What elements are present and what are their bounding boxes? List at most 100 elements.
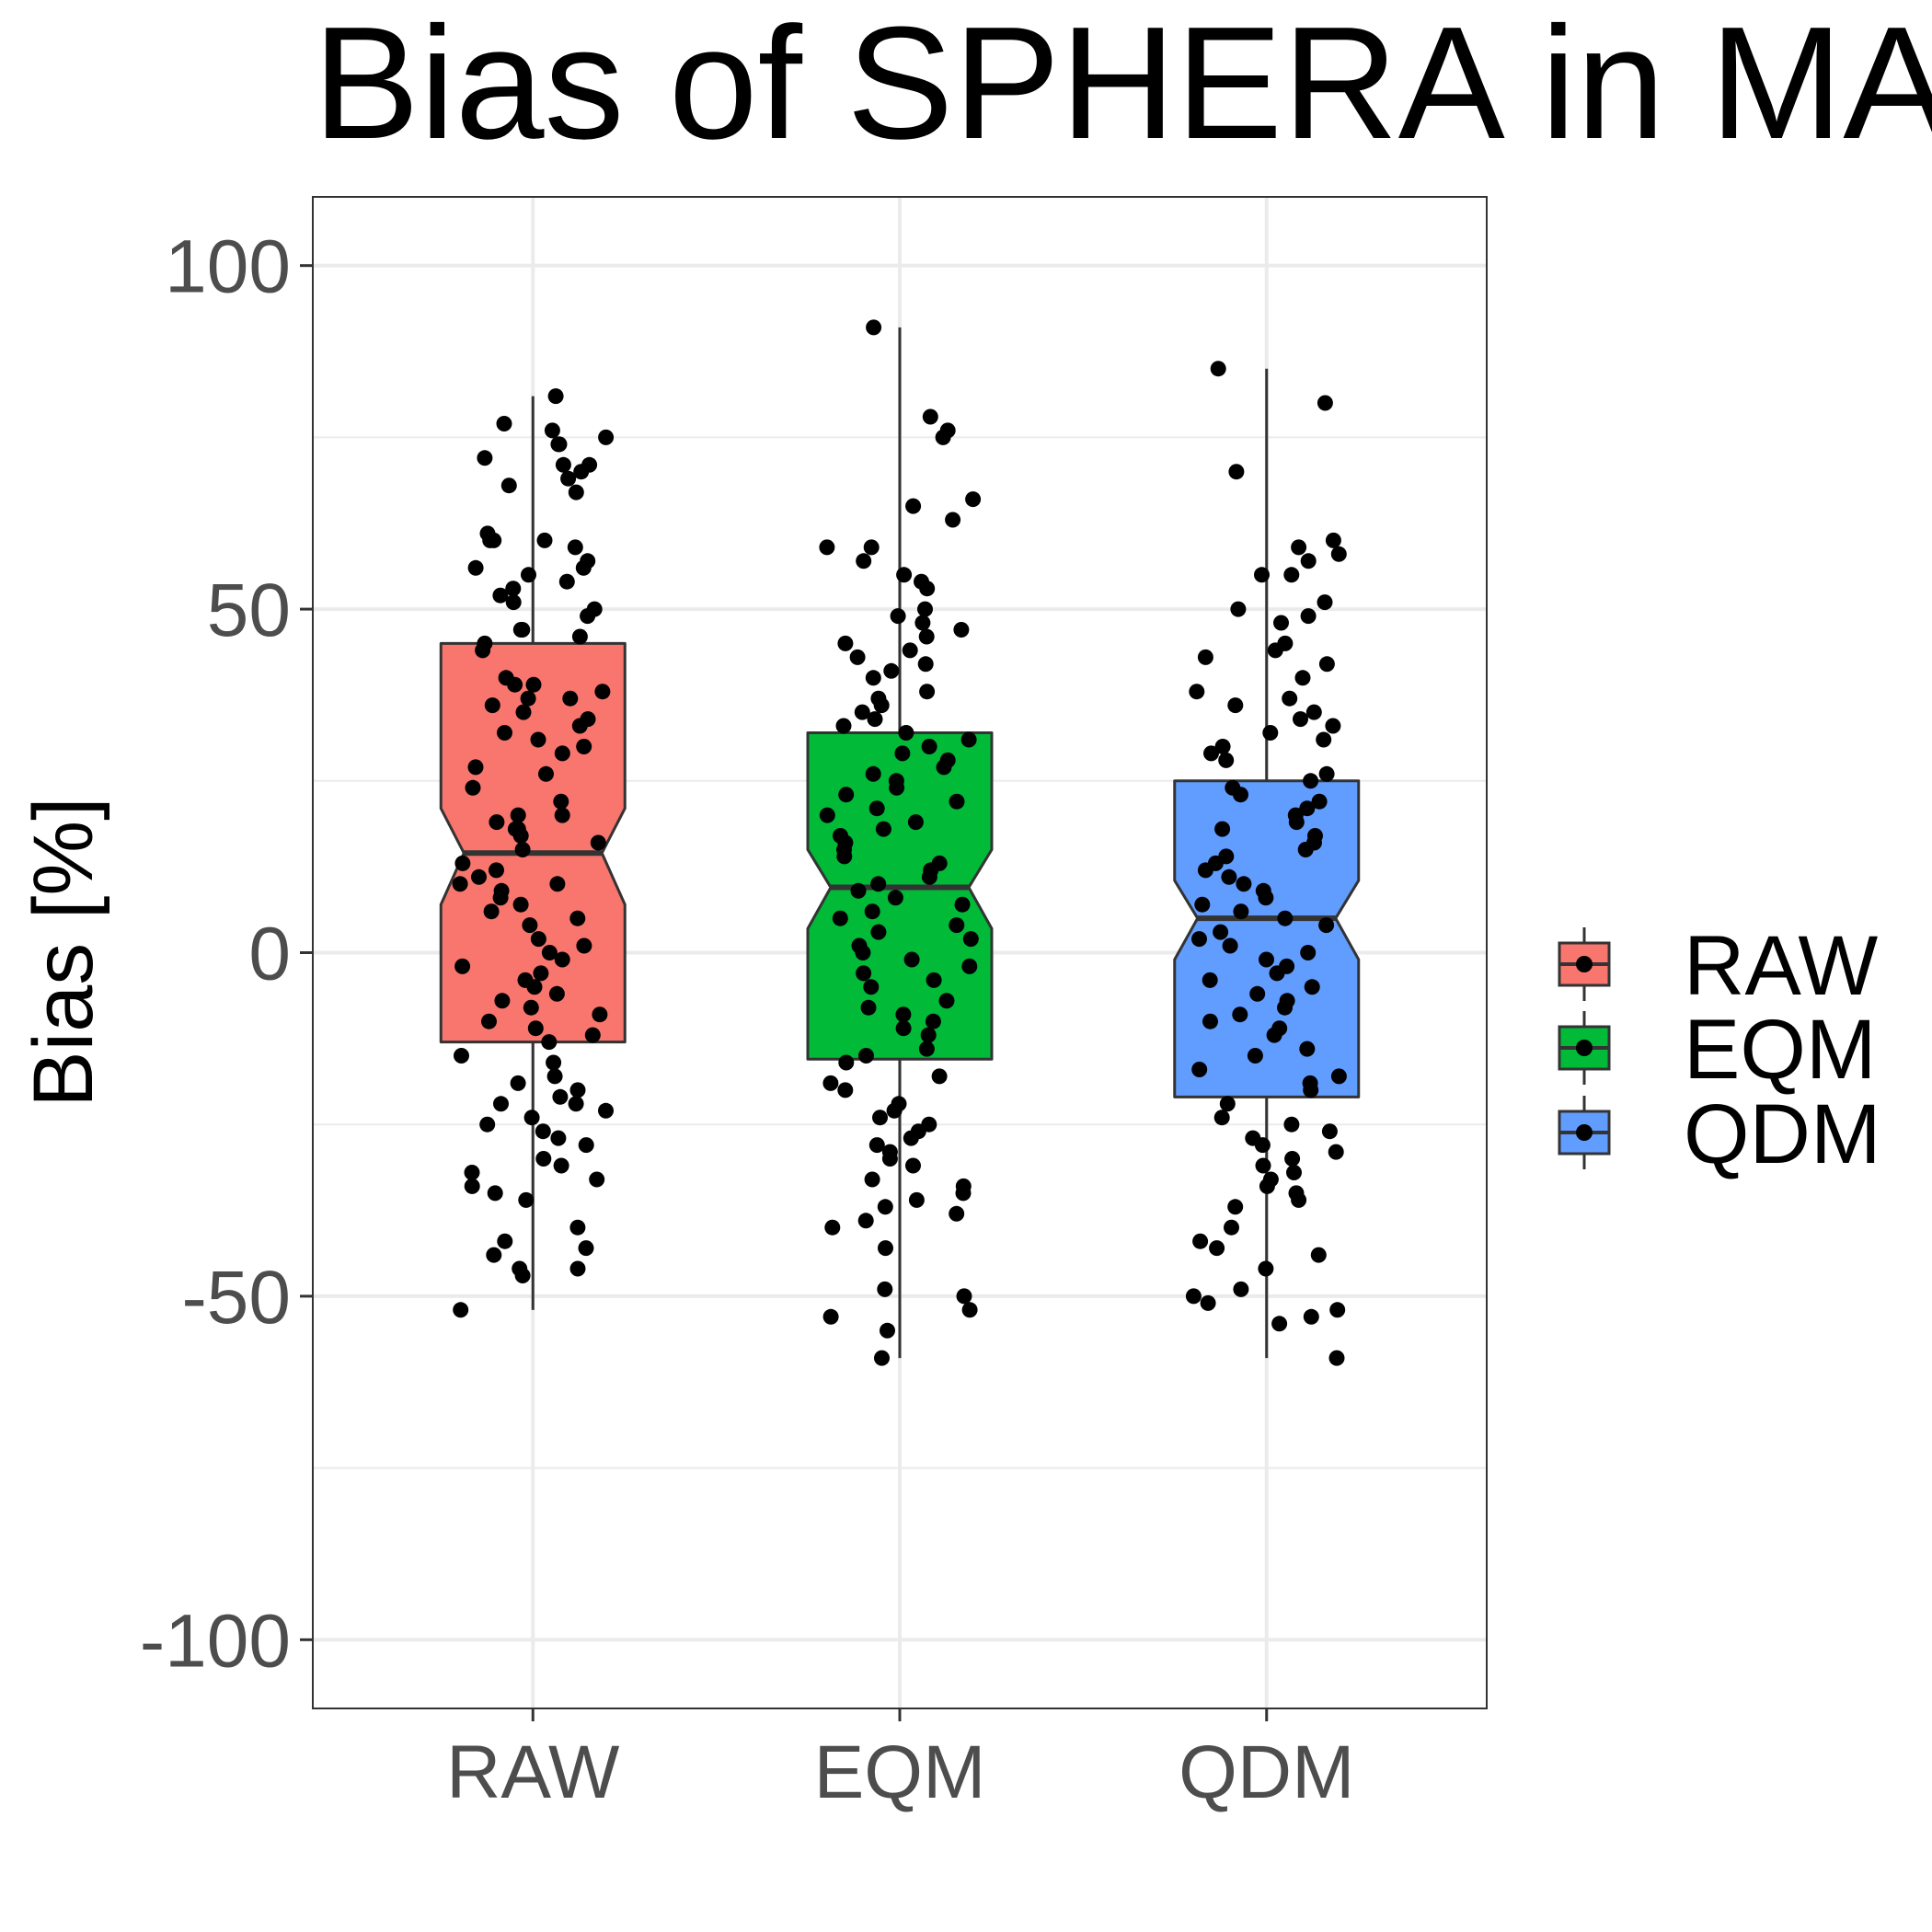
data-point-raw — [575, 559, 592, 576]
data-point-raw — [479, 1116, 496, 1133]
data-point-raw — [471, 868, 487, 885]
data-point-qdm — [1202, 972, 1218, 988]
data-point-qdm — [1254, 1137, 1271, 1154]
data-point-qdm — [1325, 718, 1341, 734]
data-point-eqm — [965, 491, 982, 508]
data-point-eqm — [838, 1054, 855, 1071]
data-point-qdm — [1282, 690, 1298, 707]
data-point-raw — [547, 388, 564, 405]
data-point-raw — [464, 1165, 480, 1180]
data-point-eqm — [949, 793, 965, 810]
data-point-qdm — [1218, 752, 1235, 768]
data-point-qdm — [1269, 965, 1285, 982]
legend-point — [1576, 1040, 1593, 1056]
data-point-qdm — [1318, 917, 1335, 934]
data-point-qdm — [1194, 896, 1211, 913]
data-point-raw — [510, 807, 526, 823]
data-point-raw — [497, 725, 512, 741]
data-point-qdm — [1277, 999, 1293, 1016]
data-point-eqm — [953, 622, 970, 638]
data-point-eqm — [837, 635, 854, 651]
data-point-qdm — [1254, 567, 1270, 583]
data-point-raw — [550, 436, 567, 453]
data-point-eqm — [824, 1219, 841, 1236]
data-point-raw — [454, 1048, 469, 1064]
chart-title: Bias of SPHERA in MA — [313, 0, 1932, 172]
data-point-raw — [512, 896, 529, 913]
data-point-eqm — [887, 890, 903, 906]
data-point-qdm — [1277, 910, 1294, 926]
legend-item-raw: RAW — [1558, 919, 1878, 1013]
data-point-eqm — [920, 1027, 937, 1043]
data-point-qdm — [1329, 1302, 1346, 1318]
legend-point — [1576, 956, 1593, 972]
data-point-qdm — [1291, 1191, 1307, 1208]
data-point-qdm — [1283, 567, 1300, 583]
data-point-eqm — [905, 498, 922, 514]
data-point-raw — [569, 1219, 586, 1236]
data-point-raw — [515, 704, 532, 720]
data-point-qdm — [1300, 553, 1317, 569]
data-point-raw — [514, 1268, 531, 1283]
data-point-raw — [571, 628, 588, 645]
y-tick-label: 0 — [248, 913, 291, 996]
data-point-qdm — [1294, 670, 1311, 686]
data-point-raw — [522, 917, 538, 934]
data-point-raw — [578, 1240, 594, 1257]
data-point-qdm — [1213, 1110, 1230, 1126]
data-point-qdm — [1271, 1316, 1288, 1332]
legend-item-eqm: EQM — [1558, 1003, 1877, 1097]
data-point-raw — [452, 876, 468, 892]
data-point-raw — [497, 1233, 513, 1249]
data-point-eqm — [864, 1171, 880, 1188]
data-point-raw — [589, 1171, 605, 1188]
jitter-points — [452, 319, 1347, 1366]
data-point-raw — [465, 779, 481, 796]
data-point-raw — [492, 890, 509, 906]
data-point-raw — [530, 931, 546, 948]
data-point-raw — [500, 477, 517, 494]
data-point-eqm — [822, 1075, 839, 1091]
data-point-eqm — [919, 684, 936, 700]
data-point-eqm — [875, 821, 891, 837]
data-point-qdm — [1230, 601, 1247, 617]
data-point-qdm — [1328, 1144, 1344, 1160]
data-point-eqm — [865, 670, 881, 686]
data-point-raw — [568, 1096, 584, 1112]
data-point-eqm — [955, 1185, 972, 1202]
data-point-eqm — [903, 951, 920, 968]
data-point-raw — [590, 834, 606, 851]
y-tick-label: 50 — [207, 569, 291, 652]
data-point-raw — [483, 903, 500, 920]
data-point-eqm — [918, 628, 935, 645]
data-point-eqm — [954, 896, 971, 913]
data-point-eqm — [856, 965, 872, 982]
data-point-eqm — [922, 408, 938, 425]
y-tick-label: 100 — [165, 225, 291, 309]
data-point-eqm — [870, 876, 887, 892]
data-point-raw — [584, 1027, 601, 1043]
data-point-raw — [489, 814, 505, 831]
data-point-raw — [489, 862, 504, 879]
data-point-eqm — [908, 1191, 925, 1208]
data-point-qdm — [1325, 532, 1341, 548]
data-point-qdm — [1316, 731, 1332, 748]
data-point-raw — [549, 876, 566, 892]
data-point-eqm — [870, 924, 887, 940]
data-point-raw — [467, 759, 484, 776]
y-tick-label: -100 — [140, 1599, 291, 1683]
data-point-eqm — [890, 608, 906, 625]
data-point-qdm — [1293, 711, 1308, 728]
data-point-eqm — [926, 972, 942, 988]
data-point-eqm — [960, 731, 977, 748]
data-point-eqm — [856, 553, 872, 569]
data-point-eqm — [832, 910, 848, 926]
data-point-qdm — [1259, 951, 1274, 968]
data-point-raw — [496, 416, 512, 431]
data-point-qdm — [1300, 608, 1317, 625]
data-point-raw — [507, 676, 523, 693]
data-point-qdm — [1283, 1116, 1300, 1133]
data-point-raw — [546, 1068, 563, 1085]
data-point-qdm — [1299, 800, 1316, 817]
